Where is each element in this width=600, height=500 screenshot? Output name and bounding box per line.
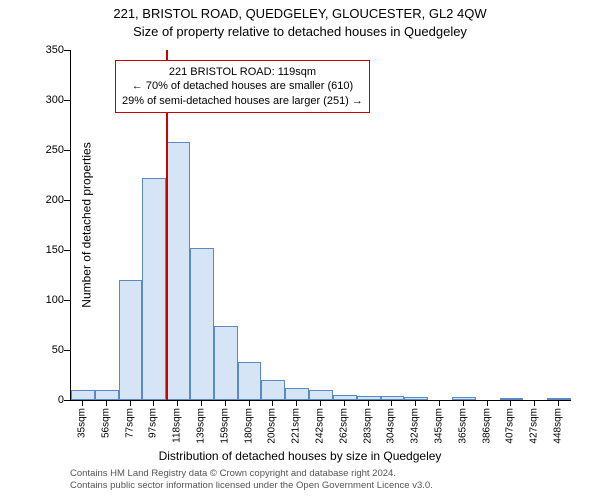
x-tick-mark xyxy=(558,400,559,406)
histogram-bar xyxy=(214,326,238,400)
y-tick-label: 50 xyxy=(34,344,64,356)
x-tick-mark xyxy=(272,400,273,406)
chart-title-address: 221, BRISTOL ROAD, QUEDGELEY, GLOUCESTER… xyxy=(0,6,600,21)
y-tick-label: 250 xyxy=(34,144,64,156)
x-tick-mark xyxy=(177,400,178,406)
x-tick-mark xyxy=(487,400,488,406)
y-tick-label: 350 xyxy=(34,44,64,56)
x-axis-label: Distribution of detached houses by size … xyxy=(0,449,600,463)
histogram-bar xyxy=(119,280,143,400)
x-tick-mark xyxy=(130,400,131,406)
histogram-bar xyxy=(261,380,285,400)
y-tick-label: 100 xyxy=(34,294,64,306)
x-tick-mark xyxy=(415,400,416,406)
x-tick-label: 200sqm xyxy=(267,408,278,444)
x-tick-label: 448sqm xyxy=(553,408,564,444)
x-tick-label: 35sqm xyxy=(76,408,87,438)
y-tick-label: 0 xyxy=(34,394,64,406)
chart-title-desc: Size of property relative to detached ho… xyxy=(0,24,600,39)
x-tick-mark xyxy=(463,400,464,406)
histogram-bar xyxy=(71,390,95,400)
x-tick-mark xyxy=(391,400,392,406)
x-tick-mark xyxy=(249,400,250,406)
histogram-bar xyxy=(285,388,309,400)
attribution-line2: Contains public sector information licen… xyxy=(70,480,433,492)
x-tick-mark xyxy=(106,400,107,406)
infobox-smaller-line: ← 70% of detached houses are smaller (61… xyxy=(122,79,363,93)
x-tick-label: 77sqm xyxy=(124,408,135,438)
x-tick-label: 180sqm xyxy=(243,408,254,444)
y-tick-label: 150 xyxy=(34,244,64,256)
x-tick-label: 365sqm xyxy=(457,408,468,444)
x-tick-mark xyxy=(534,400,535,406)
x-tick-label: 159sqm xyxy=(219,408,230,444)
x-tick-mark xyxy=(153,400,154,406)
x-tick-mark xyxy=(344,400,345,406)
infobox-title: 221 BRISTOL ROAD: 119sqm xyxy=(122,65,363,79)
histogram-bar xyxy=(190,248,214,400)
x-tick-label: 407sqm xyxy=(505,408,516,444)
x-tick-label: 118sqm xyxy=(172,408,183,443)
x-tick-mark xyxy=(320,400,321,406)
histogram-bar xyxy=(166,142,190,400)
x-tick-mark xyxy=(368,400,369,406)
histogram-bar xyxy=(238,362,262,400)
x-tick-label: 427sqm xyxy=(529,408,540,444)
reference-infobox: 221 BRISTOL ROAD: 119sqm ← 70% of detach… xyxy=(115,60,370,113)
histogram-bar xyxy=(95,390,119,400)
y-tick-label: 200 xyxy=(34,194,64,206)
x-tick-label: 386sqm xyxy=(481,408,492,444)
y-tick-label: 300 xyxy=(34,94,64,106)
infobox-larger-line: 29% of semi-detached houses are larger (… xyxy=(122,94,363,108)
x-tick-label: 262sqm xyxy=(338,408,349,444)
x-tick-label: 139sqm xyxy=(195,408,206,444)
x-tick-mark xyxy=(510,400,511,406)
x-tick-mark xyxy=(225,400,226,406)
histogram-bar xyxy=(309,390,333,400)
x-tick-mark xyxy=(296,400,297,406)
x-tick-mark xyxy=(82,400,83,406)
x-tick-label: 242sqm xyxy=(315,408,326,444)
x-tick-label: 324sqm xyxy=(410,408,421,444)
x-tick-label: 283sqm xyxy=(362,408,373,444)
x-tick-mark xyxy=(201,400,202,406)
attribution-line1: Contains HM Land Registry data © Crown c… xyxy=(70,468,433,480)
histogram-bar xyxy=(142,178,166,400)
x-tick-label: 345sqm xyxy=(434,408,445,444)
x-tick-label: 97sqm xyxy=(148,408,159,438)
chart-container: 221, BRISTOL ROAD, QUEDGELEY, GLOUCESTER… xyxy=(0,0,600,500)
x-tick-label: 56sqm xyxy=(100,408,111,438)
attribution-text: Contains HM Land Registry data © Crown c… xyxy=(70,468,433,492)
x-tick-label: 221sqm xyxy=(291,408,302,444)
x-tick-label: 304sqm xyxy=(386,408,397,444)
x-tick-mark xyxy=(439,400,440,406)
